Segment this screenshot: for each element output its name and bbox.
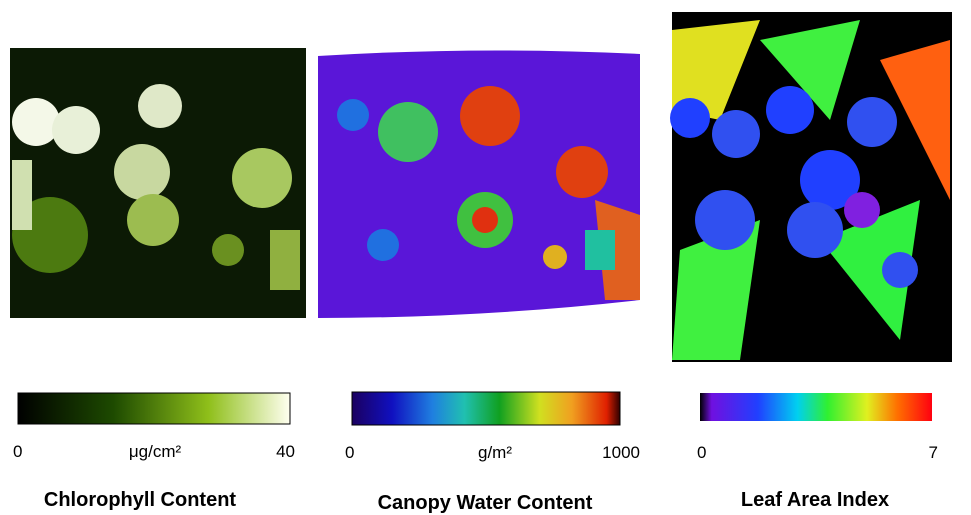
scale-max: 40 (276, 442, 295, 461)
colorbar (17, 392, 291, 425)
scale-unit: g/m² (478, 443, 512, 462)
water-map (318, 50, 640, 318)
chlorophyll-map (10, 48, 306, 318)
scale-min: 0 (13, 442, 22, 461)
scale-min: 0 (697, 443, 706, 462)
scale-max: 1000 (602, 443, 640, 462)
scale-unit: μg/cm² (129, 442, 182, 461)
panel-title: Canopy Water Content (378, 492, 593, 514)
scale-min: 0 (345, 443, 354, 462)
panel-title: Leaf Area Index (741, 489, 889, 511)
colorbar (700, 393, 932, 421)
scale-max: 7 (929, 443, 938, 462)
colorbar (351, 391, 621, 426)
panel-title: Chlorophyll Content (44, 489, 237, 511)
lai-map (670, 12, 952, 362)
